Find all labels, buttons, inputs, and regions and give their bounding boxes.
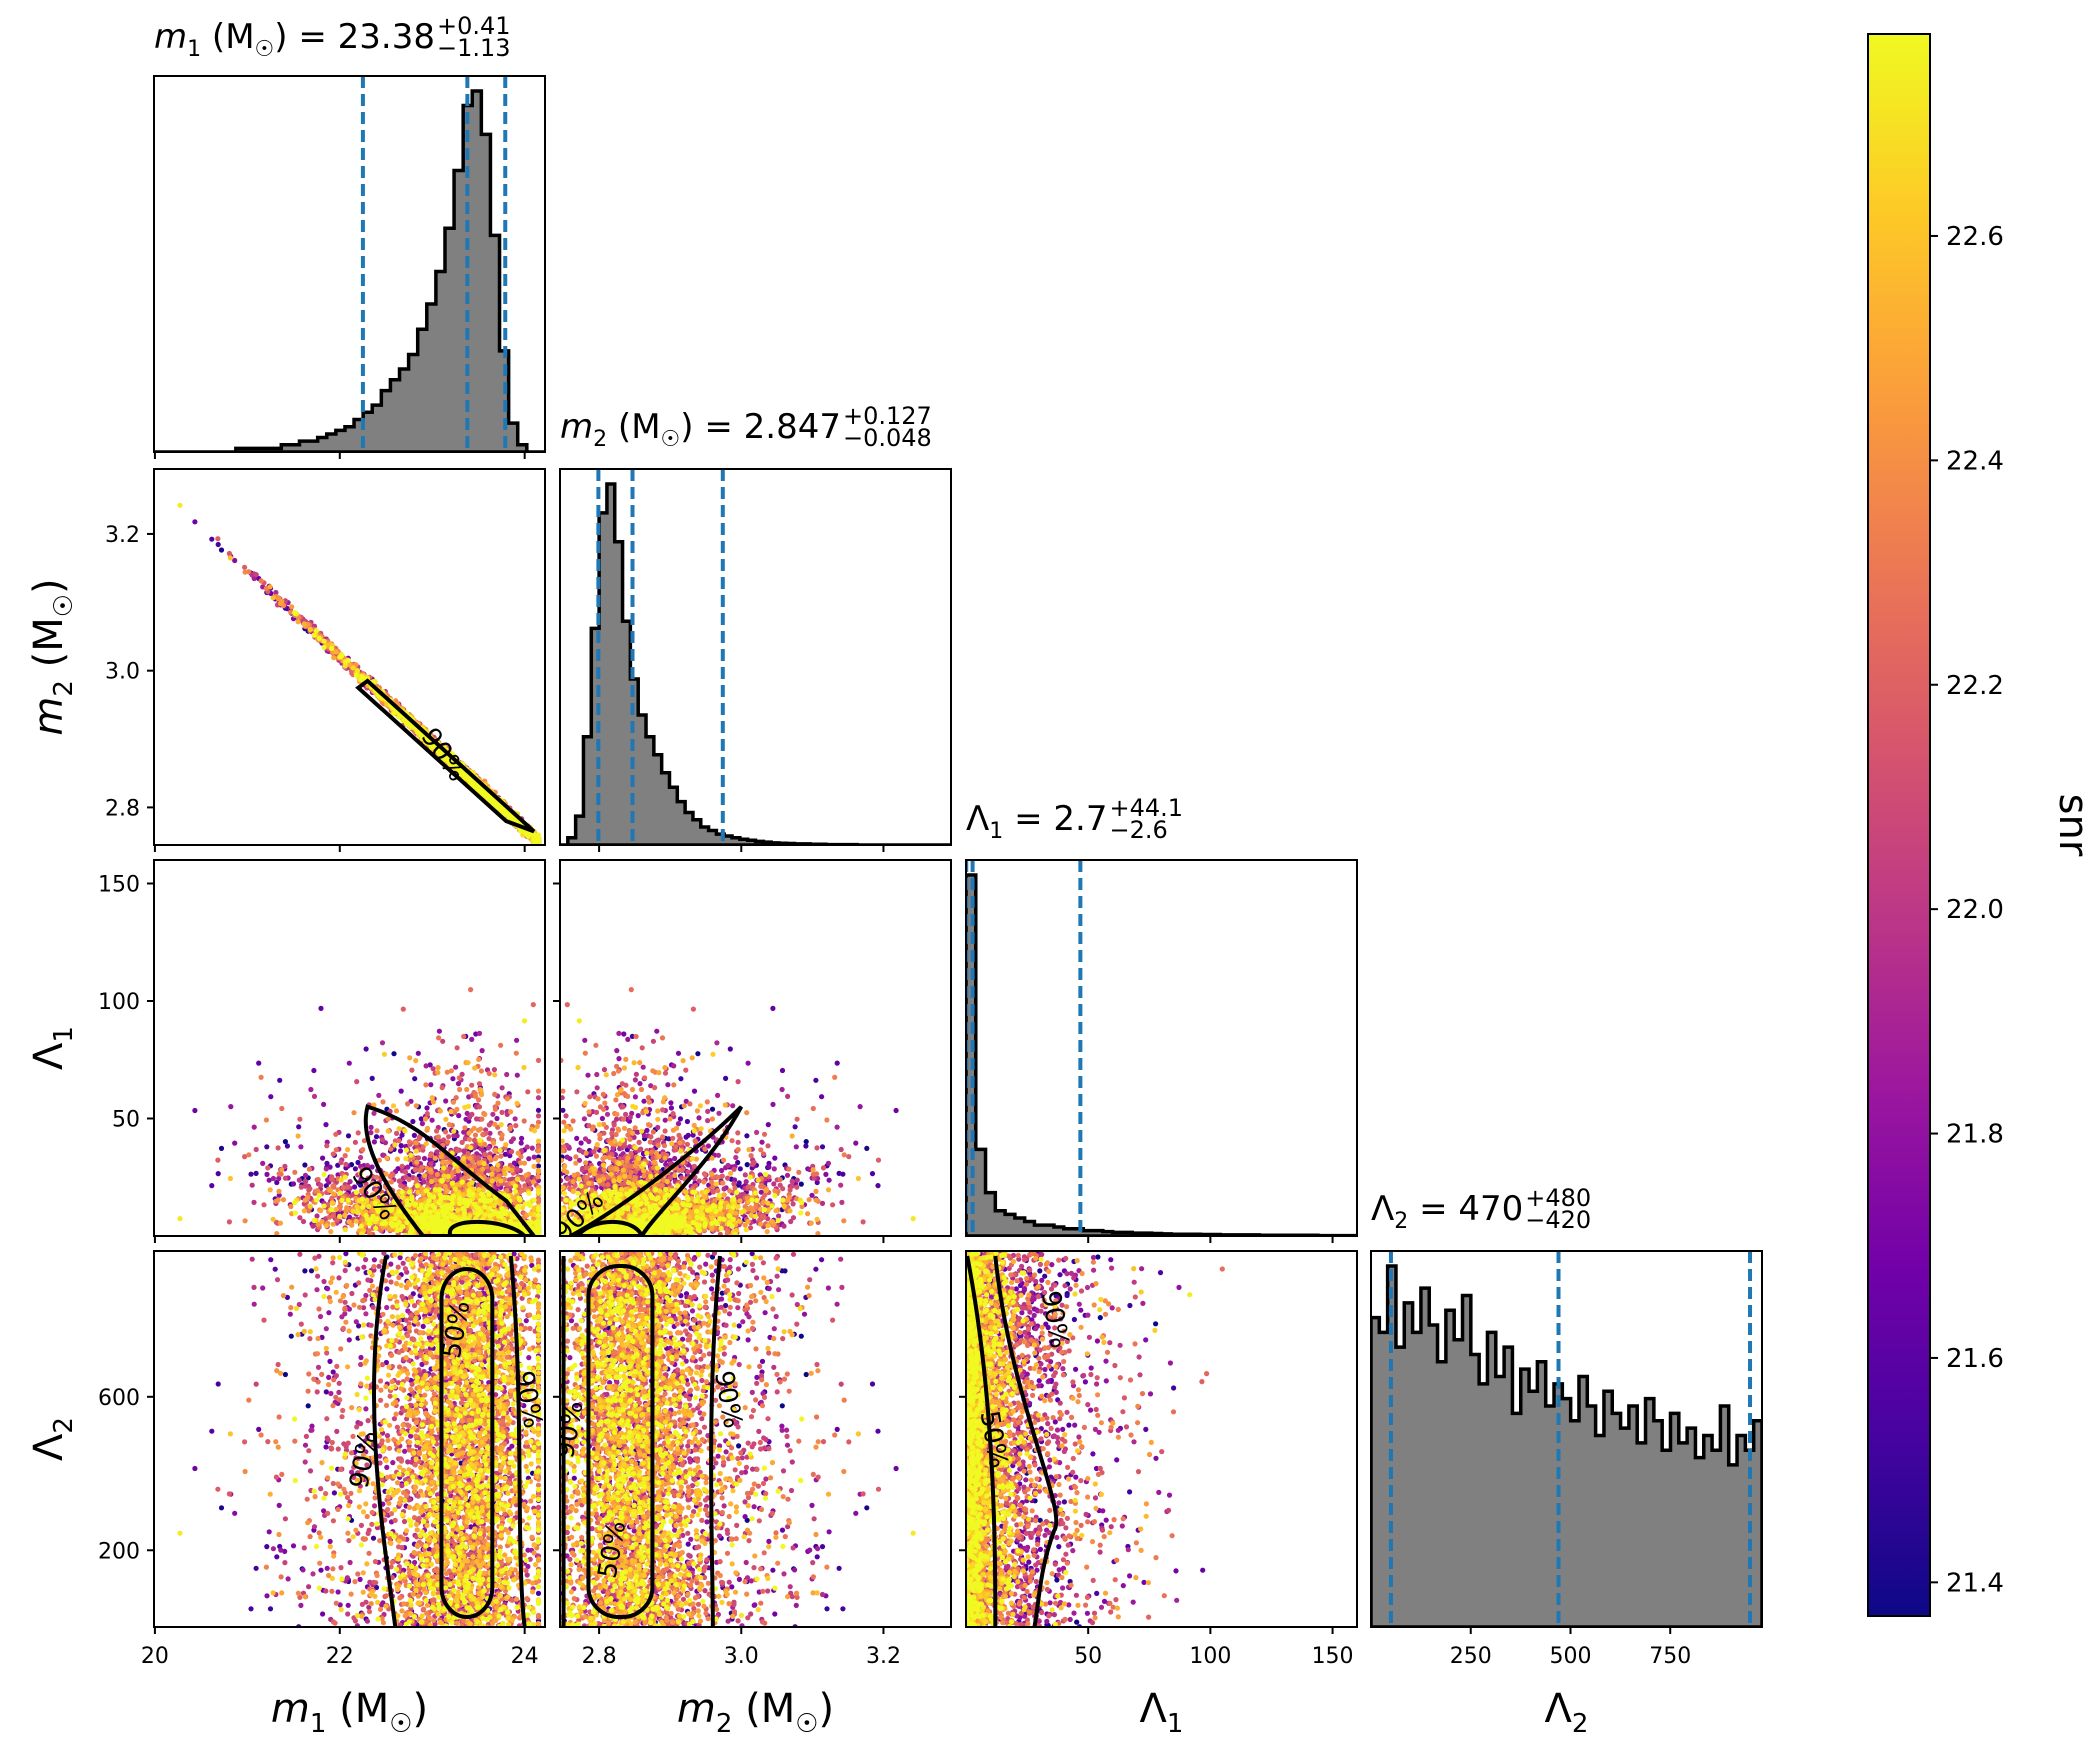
panel-content (154, 76, 545, 452)
scatter-point (316, 635, 322, 642)
histogram-m1 (154, 89, 545, 452)
scatter-point (258, 578, 264, 584)
scatter-point (331, 655, 337, 661)
panel-frame (153, 75, 546, 453)
scatter-point (337, 654, 344, 660)
scatter-point (279, 599, 285, 605)
scatter-point (226, 550, 232, 557)
scatter-point (321, 644, 327, 651)
scatter-point (333, 649, 339, 655)
scatter-point (215, 541, 221, 548)
scatter-point (215, 536, 221, 542)
scatter-point (353, 672, 359, 678)
scatter-point (354, 668, 361, 674)
scatter-point (273, 589, 279, 596)
scatter-point (253, 572, 259, 578)
scatter-point (270, 595, 276, 601)
scatter-point (192, 519, 198, 525)
scatter-point (218, 547, 225, 553)
scatter-point (329, 645, 335, 652)
scatter-point (536, 846, 541, 851)
hist-panel-m1 (153, 75, 546, 459)
scatter-point (242, 564, 248, 570)
scatter-point (295, 619, 301, 625)
scatter-points (177, 502, 542, 851)
scatter-point (307, 626, 313, 633)
scatter-point (242, 569, 248, 575)
scatter-point (301, 621, 307, 627)
panel-content: 90% (177, 502, 542, 851)
scatter-point (209, 536, 215, 542)
panel-m2-vs-m1: 90%2.83.03.2 (105, 468, 546, 852)
scatter-point (267, 584, 273, 590)
scatter-point (289, 604, 295, 610)
scatter-point (227, 555, 233, 561)
scatter-point (288, 609, 294, 615)
scatter-point (350, 665, 356, 671)
scatter-point (321, 638, 327, 644)
scatter-point (177, 502, 183, 508)
scatter-point (313, 628, 320, 634)
scatter-point (232, 557, 238, 564)
